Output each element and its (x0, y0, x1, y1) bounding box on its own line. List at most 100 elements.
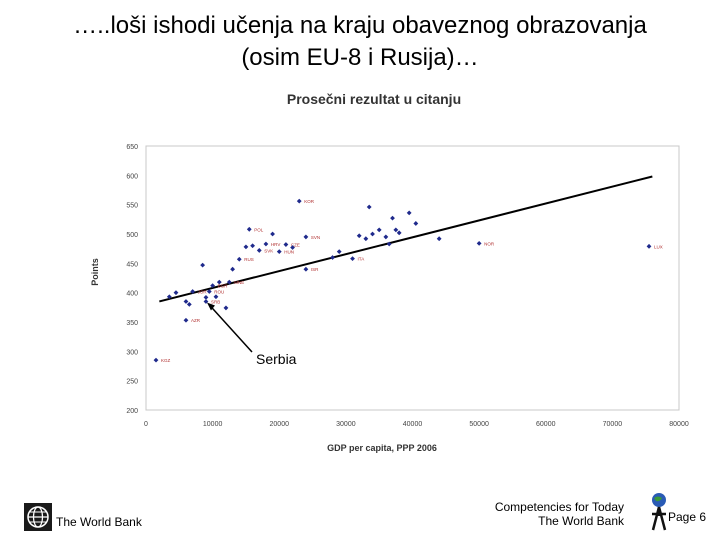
point-label: AZR (191, 318, 201, 323)
trend-line (159, 175, 653, 303)
point-label: ITA (358, 257, 365, 262)
data-point (366, 204, 372, 210)
data-point (226, 279, 232, 285)
data-point (436, 236, 442, 242)
data-point (200, 262, 206, 268)
point-label: MNE (234, 280, 244, 285)
point-label: JOR (198, 289, 208, 294)
data-point (296, 198, 302, 204)
data-point (396, 230, 402, 236)
data-point (203, 294, 209, 300)
annotation-label: Serbia (256, 351, 297, 367)
y-tick-label: 500 (126, 232, 138, 239)
slide-title-line2: (osim EU-8 i Rusija)… (241, 44, 479, 71)
x-tick-label: 50000 (469, 421, 489, 428)
data-point (250, 243, 255, 249)
point-label: CZE (291, 243, 300, 248)
data-point (276, 249, 282, 254)
x-tick-label: 0 (144, 421, 148, 428)
data-point (216, 279, 222, 285)
data-point (303, 266, 309, 272)
tagline-line2: The World Bank (538, 514, 624, 528)
x-tick-label: 80000 (669, 421, 689, 428)
y-tick-label: 550 (126, 203, 138, 210)
data-point (290, 245, 295, 250)
point-label: SVN (311, 235, 320, 240)
annotation-arrow-line (208, 303, 253, 353)
data-point (206, 289, 212, 294)
data-point (223, 305, 229, 311)
data-point (283, 242, 289, 247)
chart-title: Prosečni rezultat u citanju (287, 91, 461, 107)
y-tick-label: 300 (126, 349, 138, 356)
point-label: RUS (244, 257, 254, 262)
data-point (153, 357, 159, 363)
data-point (383, 234, 389, 240)
point-label: ISR (311, 267, 319, 272)
plot-frame (145, 145, 680, 411)
data-point (173, 290, 179, 296)
point-label: POL (254, 227, 264, 232)
x-tick-label: 40000 (403, 421, 423, 428)
y-axis-ticks: 200 250 300 350 400 450 500 550 600 650 (126, 144, 138, 415)
data-point (363, 236, 369, 242)
y-tick-label: 200 (126, 408, 138, 415)
data-point (336, 249, 342, 254)
data-point (393, 227, 399, 233)
data-point (213, 294, 219, 300)
data-point (230, 266, 236, 272)
data-point (413, 221, 419, 226)
x-axis-label: GDP per capita, PPP 2006 (327, 443, 437, 453)
point-label: KGZ (161, 358, 171, 363)
point-label: HUN (284, 250, 294, 255)
data-point (263, 241, 269, 247)
serbia-annotation: Serbia (206, 302, 297, 367)
point-label: BGR (218, 284, 229, 289)
data-point (246, 226, 252, 232)
data-point (210, 283, 216, 289)
data-point (270, 231, 275, 237)
point-label: NOR (484, 241, 495, 246)
slide-title: …..loši ishodi učenja na kraju obaveznog… (0, 10, 720, 74)
data-point (303, 234, 309, 240)
data-point (376, 227, 382, 233)
x-tick-label: 70000 (603, 421, 623, 428)
y-tick-label: 250 (126, 379, 138, 386)
point-label: HRV (271, 242, 280, 247)
y-tick-label: 350 (126, 320, 138, 327)
data-point (190, 289, 196, 294)
y-tick-label: 450 (126, 261, 138, 268)
point-label: SRB (211, 299, 220, 304)
data-point (356, 233, 362, 239)
world-bank-logo-icon (24, 503, 52, 531)
data-point (476, 240, 482, 246)
data-point (370, 231, 375, 237)
x-tick-label: 20000 (270, 421, 290, 428)
x-tick-label: 30000 (336, 421, 356, 428)
data-point (243, 244, 249, 250)
point-label: KOR (304, 199, 315, 204)
data-point (203, 299, 209, 304)
data-point (646, 243, 652, 249)
data-point (350, 256, 355, 262)
point-label: LUX (654, 244, 663, 249)
data-point (186, 302, 192, 307)
y-tick-label: 400 (126, 291, 138, 298)
data-point (183, 317, 189, 323)
point-label: SVK (264, 248, 273, 253)
data-point (406, 210, 412, 216)
data-point (236, 256, 242, 262)
page-number: Page 6 (668, 510, 707, 524)
data-point (330, 255, 335, 260)
point-label: ROU (214, 289, 224, 294)
globe-person-icon (651, 493, 667, 531)
footer-left: The World Bank (24, 503, 142, 531)
x-tick-label: 60000 (536, 421, 556, 428)
x-tick-label: 10000 (203, 421, 223, 428)
data-point (390, 215, 395, 221)
x-axis-ticks: 0 10000 20000 30000 40000 50000 60000 70000 8000… (144, 421, 689, 428)
tagline-line1: Competencies for Today (494, 500, 624, 514)
data-point (183, 299, 189, 304)
trend-line-group (159, 175, 653, 303)
